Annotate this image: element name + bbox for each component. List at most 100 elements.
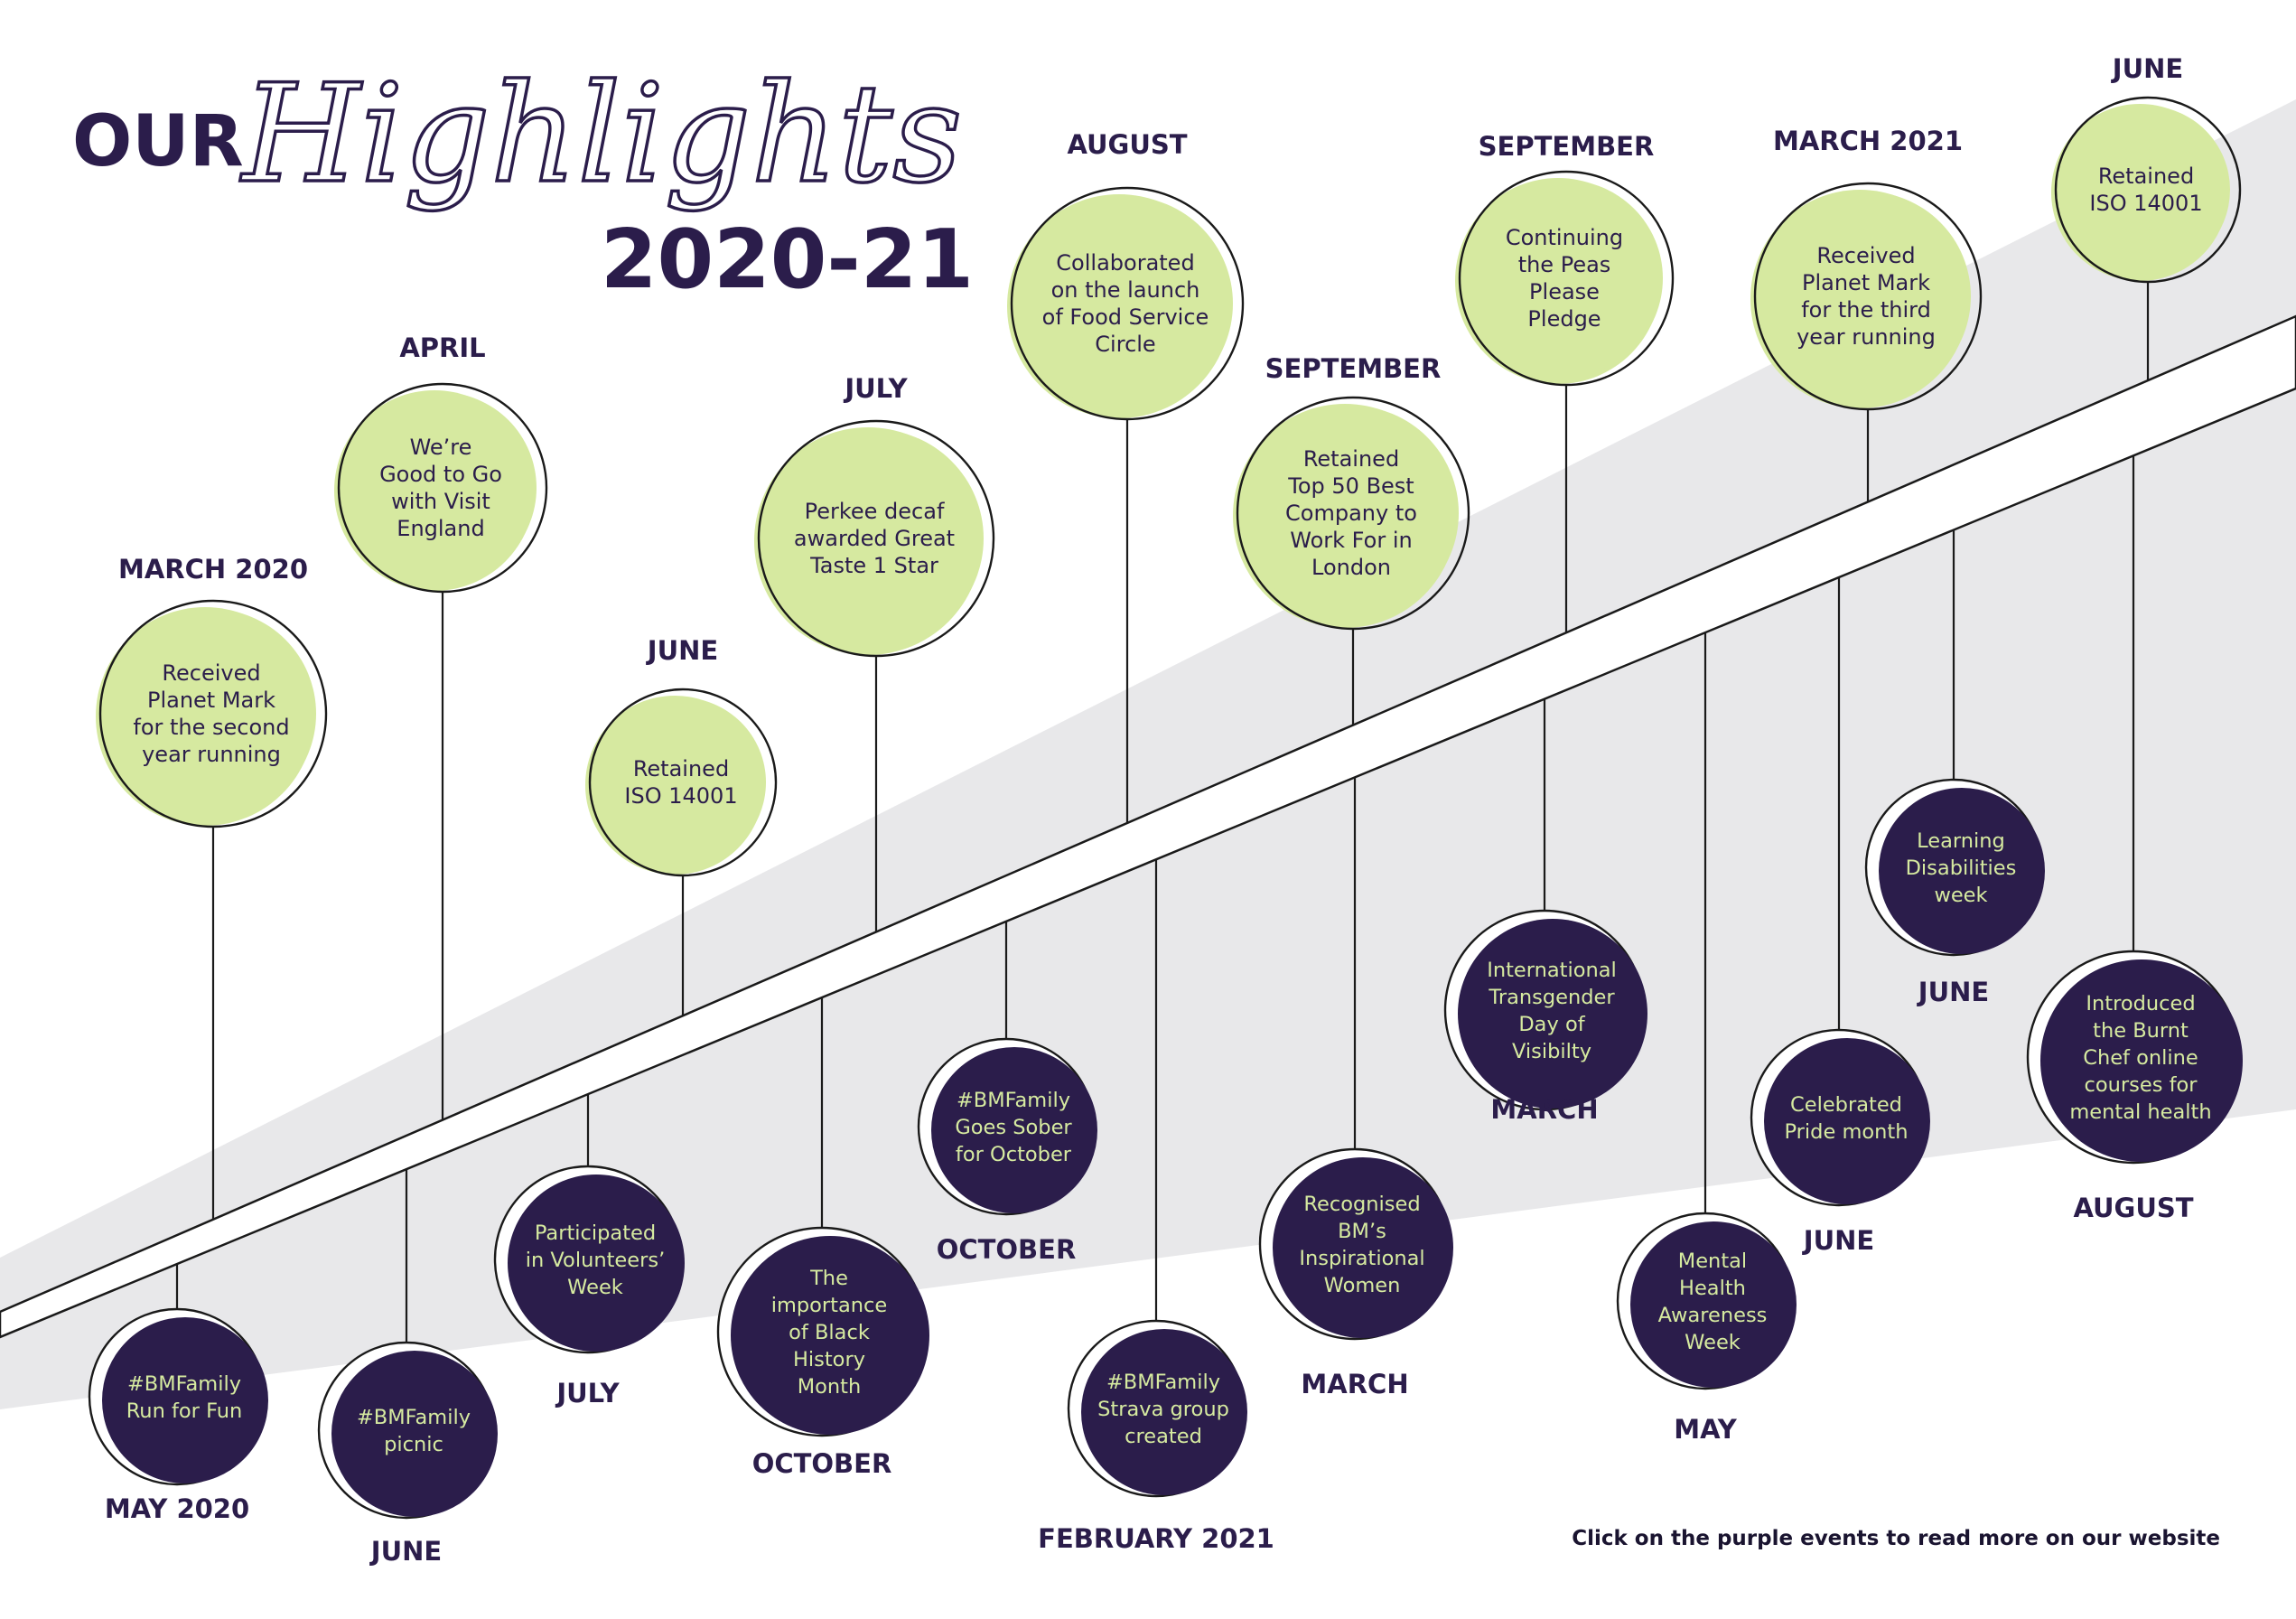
community-text: Run for Fun bbox=[126, 1399, 243, 1423]
community-text: Pride month bbox=[1785, 1120, 1909, 1144]
community-month: MARCH bbox=[1490, 1094, 1598, 1125]
milestone-text: Planet Mark bbox=[1802, 270, 1930, 295]
community-month: OCTOBER bbox=[937, 1234, 1077, 1265]
community-text: Goes Sober bbox=[955, 1116, 1072, 1139]
community-text: #BMFamily bbox=[957, 1089, 1070, 1112]
community-event-link[interactable]: Mental Health Awareness Week MAY bbox=[1616, 1212, 1797, 1445]
milestone-text: Good to Go bbox=[379, 462, 502, 487]
community-text: Transgender bbox=[1488, 986, 1615, 1009]
milestone-text: Perkee decaf bbox=[805, 499, 945, 524]
community-event-link[interactable]: Celebrated Pride month JUNE bbox=[1750, 1028, 1930, 1256]
community-event-link[interactable]: Participated in Volunteers’ Week JULY bbox=[493, 1165, 685, 1408]
milestone-circle bbox=[345, 392, 537, 584]
milestone-text: Retained bbox=[1303, 446, 1399, 472]
milestone-circle bbox=[765, 429, 984, 648]
community-text: #BMFamily bbox=[127, 1372, 241, 1396]
community-text: week bbox=[1934, 884, 1987, 907]
community-text: International bbox=[1487, 959, 1617, 982]
community-event-link[interactable]: Introduced the Burnt Chef online courses fo… bbox=[2026, 950, 2243, 1223]
community-text: #BMFamily bbox=[1106, 1371, 1220, 1394]
milestone-circle bbox=[596, 697, 766, 867]
community-text: created bbox=[1125, 1425, 1202, 1448]
milestone-text: Circle bbox=[1095, 332, 1155, 357]
milestone-ring bbox=[1236, 396, 1470, 631]
community-month: OCTOBER bbox=[752, 1448, 892, 1479]
milestone-text: Pledge bbox=[1527, 306, 1601, 332]
community-text: Day of bbox=[1518, 1013, 1585, 1036]
community-text: Women bbox=[1324, 1274, 1401, 1297]
milestone-text: with Visit bbox=[391, 489, 490, 514]
milestone-month: JUNE bbox=[646, 635, 718, 666]
milestone-ring bbox=[2054, 96, 2242, 284]
milestone-text: ISO 14001 bbox=[2089, 191, 2202, 216]
milestone-text: We’re bbox=[410, 435, 472, 460]
milestone-month: MARCH 2020 bbox=[118, 554, 308, 585]
community-event-link[interactable]: Learning Disabilities week JUNE bbox=[1864, 778, 2045, 1007]
milestone-circle bbox=[1761, 192, 1971, 401]
title-highlights-script: Highlights bbox=[239, 56, 962, 213]
community-text: Introduced bbox=[2086, 992, 2195, 1015]
milestone-text: Taste 1 Star bbox=[809, 553, 938, 578]
milestone-circle bbox=[2062, 106, 2230, 274]
milestone-ring bbox=[98, 599, 328, 828]
community-text: in Volunteers’ bbox=[526, 1249, 665, 1272]
milestone-circle bbox=[107, 609, 316, 819]
milestone-ring bbox=[1753, 182, 1983, 411]
community-text: The bbox=[809, 1267, 848, 1290]
community-text: Week bbox=[1685, 1331, 1741, 1354]
milestone-text: awarded Great bbox=[794, 526, 955, 551]
community-circle bbox=[331, 1351, 498, 1517]
milestone-text: Continuing bbox=[1506, 225, 1623, 250]
milestone-ring bbox=[337, 382, 548, 594]
community-text: Chef online bbox=[2083, 1046, 2198, 1070]
community-text: the Burnt bbox=[2093, 1019, 2189, 1043]
milestone-text: year running bbox=[142, 742, 281, 767]
community-event-link[interactable]: International Transgender Day of Visibilty M… bbox=[1443, 909, 1647, 1125]
community-text: Learning bbox=[1917, 829, 2005, 853]
community-text: Week bbox=[567, 1276, 623, 1299]
community-text: History bbox=[793, 1348, 865, 1371]
community-text: #BMFamily bbox=[357, 1406, 471, 1429]
milestone-ring bbox=[1458, 170, 1675, 387]
community-event-link[interactable]: #BMFamily Goes Sober for October OCTOBER bbox=[917, 1037, 1097, 1265]
community-event-link[interactable]: #BMFamily picnic JUNE bbox=[317, 1341, 498, 1567]
milestone-text: year running bbox=[1797, 324, 1936, 350]
community-text: Participated bbox=[535, 1221, 656, 1245]
community-event-link[interactable]: #BMFamily Run for Fun MAY 2020 bbox=[88, 1307, 268, 1524]
milestone-text: Received bbox=[162, 660, 260, 686]
milestone-circle bbox=[1244, 406, 1459, 621]
community-event-link[interactable]: The importance of Black History Month OCTOBER bbox=[716, 1226, 929, 1479]
milestone-circle bbox=[1018, 196, 1233, 411]
community-month: JUNE bbox=[1802, 1225, 1874, 1256]
community-text: Mental bbox=[1678, 1249, 1747, 1273]
community-circle bbox=[731, 1236, 929, 1435]
community-circle bbox=[1879, 788, 2045, 954]
milestone-text: Company to bbox=[1285, 501, 1417, 526]
title-years: 2020-21 bbox=[601, 212, 974, 307]
stem-layer bbox=[175, 282, 2150, 1343]
milestone-month: SEPTEMBER bbox=[1479, 131, 1655, 162]
milestone-ring bbox=[757, 419, 995, 658]
footer-note: Click on the purple events to read more … bbox=[1572, 1527, 2220, 1550]
community-event-link[interactable]: #BMFamily Strava group created FEBRUARY 202… bbox=[1038, 1319, 1274, 1554]
milestone-text: Work For in bbox=[1290, 528, 1412, 553]
community-circle bbox=[1458, 919, 1647, 1109]
community-text: for October bbox=[956, 1143, 1072, 1166]
milestone-text: London bbox=[1311, 555, 1391, 580]
milestone-ring bbox=[1010, 186, 1245, 421]
community-event-link[interactable]: Recognised BM’s Inspirational Women MARCH bbox=[1258, 1147, 1453, 1399]
community-circle bbox=[1764, 1038, 1930, 1204]
milestone-text: the Peas bbox=[1518, 252, 1611, 277]
community-text: Month bbox=[798, 1375, 862, 1399]
community-text: Celebrated bbox=[1790, 1093, 1902, 1117]
community-month: JUNE bbox=[1917, 977, 1989, 1007]
community-text: importance bbox=[771, 1294, 888, 1317]
